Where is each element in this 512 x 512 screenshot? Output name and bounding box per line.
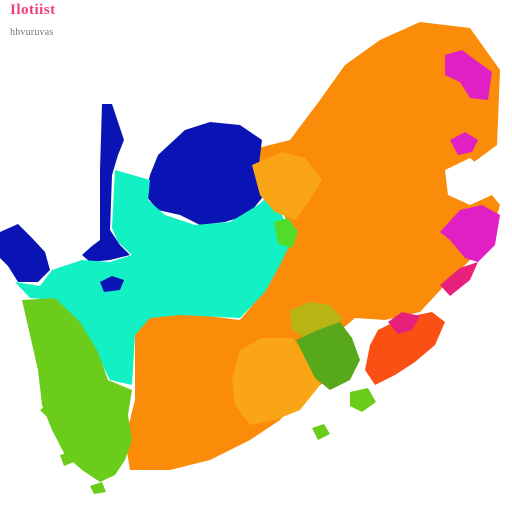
- region-green-islands[interactable]: [40, 404, 106, 494]
- region-light-orange-central[interactable]: [232, 338, 320, 425]
- region-red-orange[interactable]: [365, 312, 445, 385]
- region-dark-green[interactable]: [296, 322, 360, 390]
- region-magenta-east[interactable]: [440, 205, 500, 262]
- region-light-orange-north[interactable]: [252, 152, 322, 220]
- region-navy-strip[interactable]: [82, 104, 130, 262]
- map-subtitle: hhvuruvas: [10, 27, 54, 38]
- region-navy-island[interactable]: [100, 276, 124, 292]
- region-navy-west[interactable]: [0, 224, 50, 282]
- enclave-white-north: [445, 158, 492, 205]
- region-green-patch-south[interactable]: [312, 388, 376, 440]
- region-magenta-small[interactable]: [450, 132, 478, 155]
- region-navy[interactable]: [145, 122, 262, 225]
- region-orange-east[interactable]: [125, 22, 500, 470]
- region-green-southwest[interactable]: [22, 298, 132, 482]
- region-lime[interactable]: [274, 218, 298, 248]
- map-title: Ilotiist: [10, 2, 56, 18]
- region-pink-coast[interactable]: [388, 262, 478, 334]
- region-magenta-northeast[interactable]: [445, 50, 492, 100]
